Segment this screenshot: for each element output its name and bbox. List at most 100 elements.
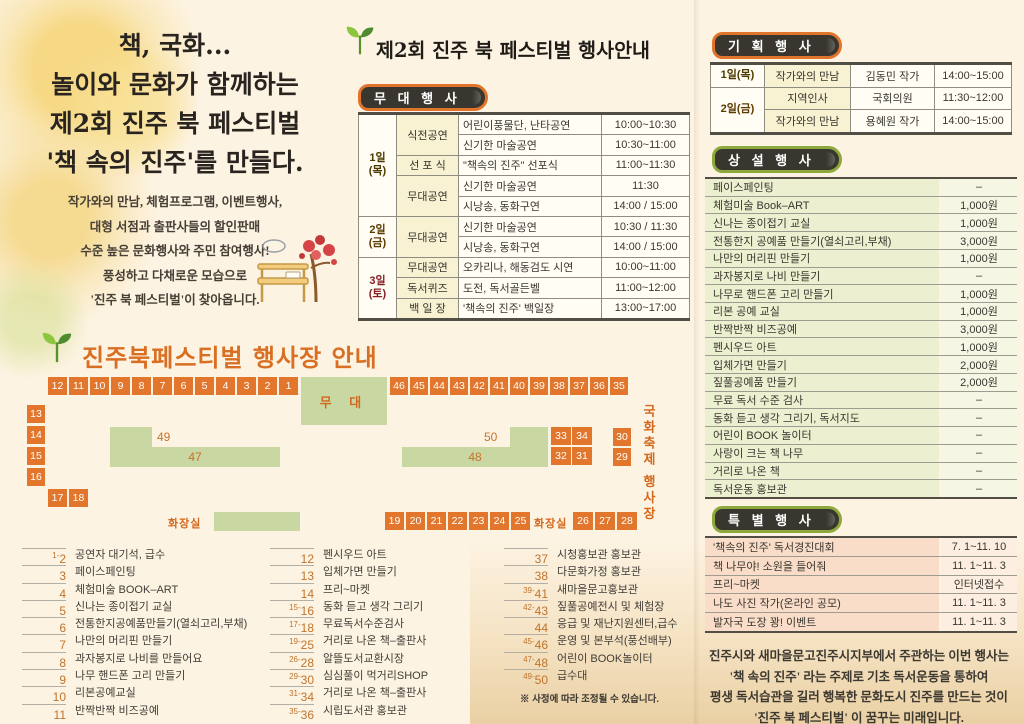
- legend-number-main: 44: [534, 621, 548, 636]
- legend-item: 49-50 급수대: [504, 669, 678, 688]
- legend-item: 10 리본공예교실: [22, 686, 247, 704]
- booth-number: 35: [610, 377, 628, 395]
- legend-number: 44: [504, 617, 548, 635]
- booth-number: 23: [469, 512, 488, 530]
- event-name: 입체가면 만들기: [705, 356, 939, 373]
- event-price: 1,000원: [939, 338, 1017, 356]
- closing-line: 평생 독서습관을 길러 행복한 문화도시 진주를 만드는 것이: [710, 690, 1008, 704]
- booth-number: 12: [48, 377, 67, 395]
- legend-item: 26-28 알뜰도서교환시장: [270, 651, 428, 670]
- booth-column-30-29: 30 29: [613, 428, 631, 466]
- legend-label: 무료독서수준검사: [323, 618, 404, 631]
- time-cell: 10:30~11:00: [601, 134, 690, 156]
- legend-label: 운영 및 본부석(풍선배부): [557, 635, 672, 648]
- time-cell: 14:00 / 15:00: [601, 195, 690, 217]
- legend-label: 나무 핸드폰 고리 만들기: [75, 670, 186, 683]
- legend-number-main: 36: [300, 707, 314, 722]
- event-cell: 신기한 마술공연: [458, 175, 602, 197]
- booth-row-19-to-25: 19 20 21 22 23 24 25: [385, 512, 530, 530]
- booth-number: 8: [132, 377, 151, 395]
- table-row: 입체가면 만들기 2,000원: [705, 356, 1017, 374]
- booth-number: 22: [448, 512, 467, 530]
- planned-events-header: 기 획 행 사: [712, 32, 842, 59]
- legend-number-range-start: 17-: [289, 620, 301, 630]
- legend-label: 새마을문고홍보관: [557, 583, 638, 596]
- time-cell: 11:30~12:00: [934, 86, 1012, 110]
- table-row: 짚풀공예품 만들기 2,000원: [705, 373, 1017, 392]
- time-cell: 11:00~12:00: [601, 277, 690, 299]
- booth-number: 1: [279, 377, 298, 395]
- legend-label: 입체가면 만들기: [323, 566, 397, 579]
- legend-number-main: 16: [300, 603, 314, 618]
- event-name: 어린이 BOOK 놀이터: [705, 427, 939, 444]
- chrysanthemum-festival-label: 국화축제 행사장: [641, 404, 656, 523]
- booth-number: 28: [617, 512, 637, 530]
- type-cell: 작가와의 만남: [764, 63, 851, 88]
- closing-line: '진주 북 페스티벌' 이 꿈꾸는 미래입니다.: [754, 710, 964, 724]
- time-cell: 14:00 / 15:00: [601, 236, 690, 258]
- booth-row-26-to-28: 26 27 28: [573, 512, 637, 530]
- booth-row-32-31: 32 31: [551, 447, 592, 465]
- legend-label: 전통한지공예품만들기(열쇠고리,부채): [75, 618, 248, 631]
- legend-item: 35-36 시립도서관 홍보관: [270, 703, 428, 722]
- event-price: –: [939, 267, 1017, 285]
- area-50-label: 50: [484, 430, 498, 444]
- legend-number-range-start: 19-: [289, 637, 301, 647]
- legend-label: 나만의 머리핀 만들기: [75, 635, 173, 648]
- type-cell: 무대공연: [396, 256, 459, 279]
- legend-number: 38: [504, 565, 548, 583]
- legend-number-main: 28: [300, 655, 314, 670]
- legend-note: ※ 사정에 따라 조정될 수 있습니다.: [520, 694, 659, 705]
- legend-number-range-start: 1-: [52, 551, 60, 560]
- booth-column-13-to-16: 13 14 15 16: [27, 405, 45, 486]
- legend-number-main: 50: [534, 673, 548, 688]
- legend-label: 반짝반짝 비즈공예: [75, 704, 160, 717]
- booth-number: 43: [450, 377, 468, 395]
- legend-label: 거리로 나온 책–출판사: [323, 687, 427, 700]
- legend-number-main: 38: [534, 569, 548, 584]
- title-line: 놀이와 문화가 함께하는: [51, 70, 299, 99]
- legend-label: 급수대: [557, 670, 588, 683]
- booth-number: 9: [111, 377, 130, 395]
- booth-number: 18: [69, 489, 88, 507]
- legend-number-range-start: 39-: [523, 585, 535, 595]
- title-line: 제2회 진주 북 페스티벌: [49, 109, 301, 138]
- booth-number: 37: [570, 377, 588, 395]
- legend-number-main: 14: [300, 586, 314, 601]
- event-cell: "책속의 진주" 선포식: [458, 154, 602, 177]
- event-name: 전통한지 공예품 만들기(열쇠고리,부채): [705, 232, 939, 249]
- permanent-events-header: 상 설 행 사: [712, 146, 842, 173]
- booth-number: 44: [430, 377, 448, 395]
- toilet-label: 화장실: [534, 518, 568, 530]
- booth-number: 31: [572, 447, 592, 465]
- legend-number-main: 5: [59, 603, 66, 618]
- legend-number-main: 37: [534, 552, 548, 566]
- event-cell: 시낭송, 동화구연: [458, 195, 602, 217]
- table-row: 무료 독서 수준 검사 –: [705, 391, 1017, 410]
- legend-item: 5 신나는 종이접기 교실: [22, 599, 247, 618]
- type-cell: 작가와의 만남: [764, 109, 851, 134]
- legend-column-3: 37 시청홍보관 홍보관 38 다문화가정 홍보관 39-41 새마을문고홍보관…: [504, 548, 678, 688]
- event-date: 인터넷접수: [939, 575, 1017, 594]
- closing-paragraph: 진주시와 새마을문고진주시지부에서 주관하는 이번 행사는 '책 속의 진주' …: [696, 646, 1022, 724]
- area-48-label: 48: [468, 450, 482, 464]
- legend-number-main: 46: [534, 638, 548, 653]
- event-price: 1,000원: [939, 196, 1017, 214]
- event-price: –: [939, 444, 1017, 462]
- legend-label: 시립도서관 홍보관: [323, 704, 408, 717]
- table-row: 동화 듣고 생각 그리기, 독서지도 –: [705, 409, 1017, 428]
- event-cell: 오카리나, 해동검도 시연: [458, 256, 602, 279]
- event-cell: 시낭송, 동화구연: [458, 236, 602, 258]
- legend-number-main: 8: [59, 655, 66, 670]
- name-cell: 용혜원 작가: [850, 109, 935, 134]
- time-cell: 11:00~11:30: [601, 154, 690, 177]
- legend-number: 29-30: [270, 669, 314, 687]
- green-area: [110, 427, 152, 447]
- stage-events-header-label: 무 대 행 사: [374, 91, 461, 106]
- event-price: –: [939, 391, 1017, 409]
- legend-number-range-start: 35-: [289, 706, 301, 716]
- intro-line: 수준 높은 문화행사와 주민 참여행사!: [80, 244, 270, 258]
- booth-number: 20: [406, 512, 425, 530]
- time-cell: 10:00~10:30: [601, 112, 690, 136]
- event-name: '책속의 진주' 독서경진대회: [705, 538, 939, 556]
